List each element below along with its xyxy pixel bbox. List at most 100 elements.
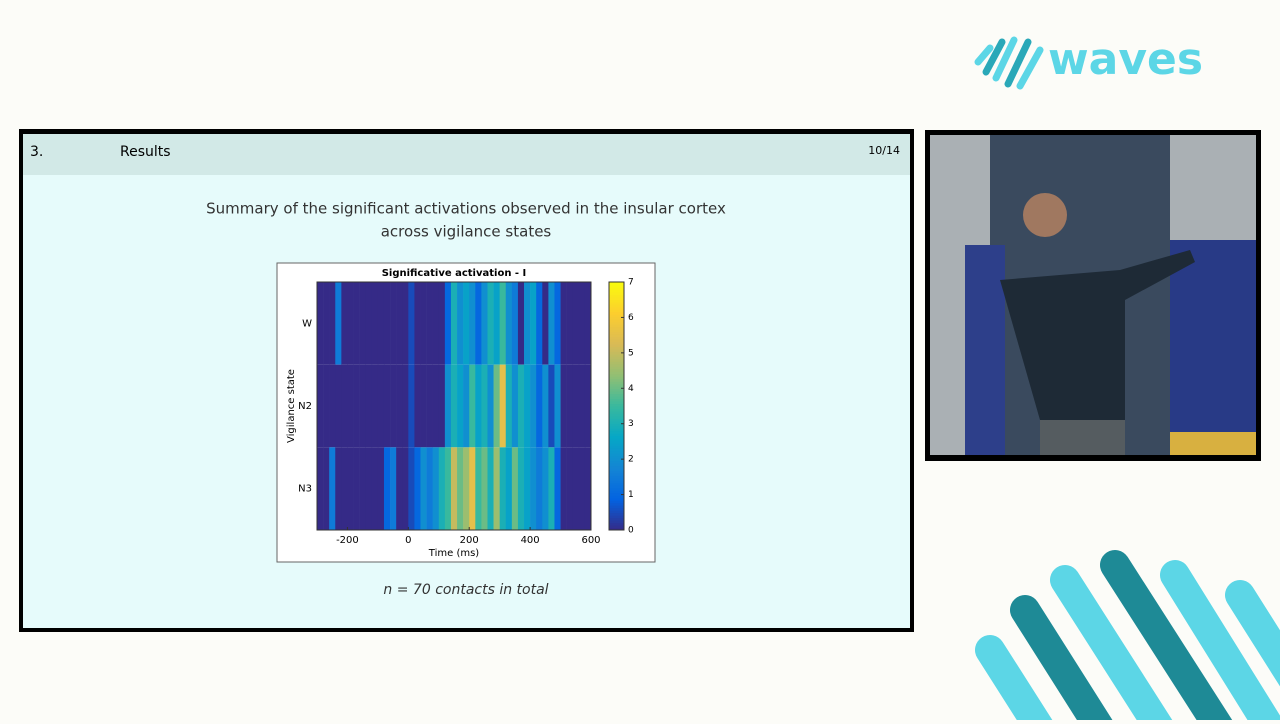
colorbar-slice	[609, 336, 624, 340]
row-label: W	[302, 318, 312, 329]
heatmap-cell	[517, 282, 525, 365]
colorbar-slice	[609, 314, 624, 318]
colorbar-slice	[609, 393, 624, 397]
colorbar-slice	[609, 398, 624, 402]
heatmap-cell	[475, 282, 482, 365]
colorbar-slice	[609, 348, 624, 352]
heatmap-cell	[469, 447, 476, 530]
heatmap-cell	[365, 447, 373, 530]
heatmap-cell	[499, 364, 507, 448]
logo-mark	[974, 36, 1044, 90]
heatmap-cell	[493, 447, 500, 530]
colorbar-slice	[609, 363, 624, 367]
colorbar-slice	[609, 299, 624, 303]
heatmap-cell	[530, 364, 537, 448]
heatmap-cell	[353, 364, 360, 448]
heatmap-cell	[329, 282, 336, 365]
colorbar-tick-label: 0	[628, 526, 634, 536]
colorbar-slice	[609, 502, 624, 506]
heatmap-cell	[554, 447, 561, 530]
colorbar-slice	[609, 373, 624, 377]
heatmap-cell	[335, 282, 342, 365]
heatmap-cell	[359, 364, 367, 448]
heatmap-cell	[317, 282, 324, 365]
heatmap-cell	[554, 282, 561, 365]
heatmap-cell	[377, 447, 385, 530]
heatmap-cell	[578, 282, 586, 365]
colorbar-slice	[609, 420, 624, 424]
colorbar-slice	[609, 331, 624, 335]
colorbar-slice	[609, 428, 624, 432]
heatmap-cell	[353, 447, 360, 530]
colorbar-slice	[609, 458, 624, 462]
heatmap-cell	[457, 282, 464, 365]
colorbar-slice	[609, 282, 624, 285]
colorbar-slice	[609, 386, 624, 390]
x-tick-label: -200	[336, 535, 359, 546]
colorbar-slice	[609, 475, 624, 479]
heatmap-cell	[560, 447, 567, 530]
section-number: 3.	[30, 144, 43, 160]
heatmap-cell	[493, 364, 500, 448]
heatmap-cell	[524, 364, 531, 448]
heatmap-cell	[578, 447, 586, 530]
colorbar-slice	[609, 450, 624, 454]
heatmap-cell	[347, 447, 354, 530]
colorbar-slice	[609, 346, 624, 350]
x-tick-label: 200	[460, 535, 479, 546]
heatmap-cell	[566, 447, 574, 530]
heatmap-cell	[463, 447, 470, 530]
heatmap-cell	[542, 364, 549, 448]
colorbar-tick-label: 7	[628, 278, 634, 288]
heatmap-cell	[487, 447, 494, 530]
heatmap-cell	[365, 282, 373, 365]
heatmap-cell	[371, 282, 379, 365]
colorbar-slice	[609, 435, 624, 439]
colorbar-slice	[609, 406, 624, 409]
colorbar-slice	[609, 445, 624, 449]
colorbar-slice	[609, 408, 624, 412]
colorbar-slice	[609, 371, 624, 375]
heatmap-cell	[396, 364, 403, 448]
heatmap-cell	[444, 447, 452, 530]
heatmap-cell	[353, 282, 360, 365]
heading-line: across vigilance states	[381, 223, 552, 241]
colorbar-tick-label: 2	[628, 455, 634, 465]
x-tick-label: 600	[581, 535, 600, 546]
colorbar-slice	[609, 383, 624, 387]
heatmap-cell	[414, 364, 421, 448]
heatmap-cell	[505, 282, 513, 365]
heatmap-cell	[365, 364, 373, 448]
heatmap-cell	[438, 364, 446, 448]
heatmap-cell	[396, 447, 403, 530]
colorbar-slice	[609, 361, 624, 365]
heatmap-cell	[420, 447, 427, 530]
axes-box	[316, 281, 592, 531]
heatmap-cell	[566, 364, 574, 448]
colorbar-slice	[609, 500, 624, 504]
colorbar-slice	[609, 460, 624, 464]
colorbar-slice	[609, 477, 624, 481]
colorbar-slice	[609, 329, 624, 333]
heatmap-cell	[457, 364, 464, 448]
colorbar-slice	[609, 510, 624, 514]
heatmap-cell	[426, 282, 433, 365]
heatmap-cell	[371, 447, 379, 530]
colorbar-tick-label: 1	[628, 490, 634, 500]
colorbar-slice	[609, 433, 624, 437]
heatmap-cell	[335, 447, 342, 530]
heatmap-cell	[317, 447, 324, 530]
colorbar-slice	[609, 351, 624, 355]
heatmap-cell	[402, 364, 409, 448]
heatmap-cell	[323, 447, 330, 530]
colorbar-slice	[609, 485, 624, 489]
heatmap-cell	[499, 282, 507, 365]
page-number: 10/14	[868, 144, 900, 157]
heatmap-cell	[377, 364, 385, 448]
heatmap-cell	[524, 282, 531, 365]
colorbar-slice	[609, 438, 624, 442]
heatmap-cell	[542, 447, 549, 530]
slide-header	[23, 134, 910, 175]
heatmap-cell	[341, 364, 348, 448]
